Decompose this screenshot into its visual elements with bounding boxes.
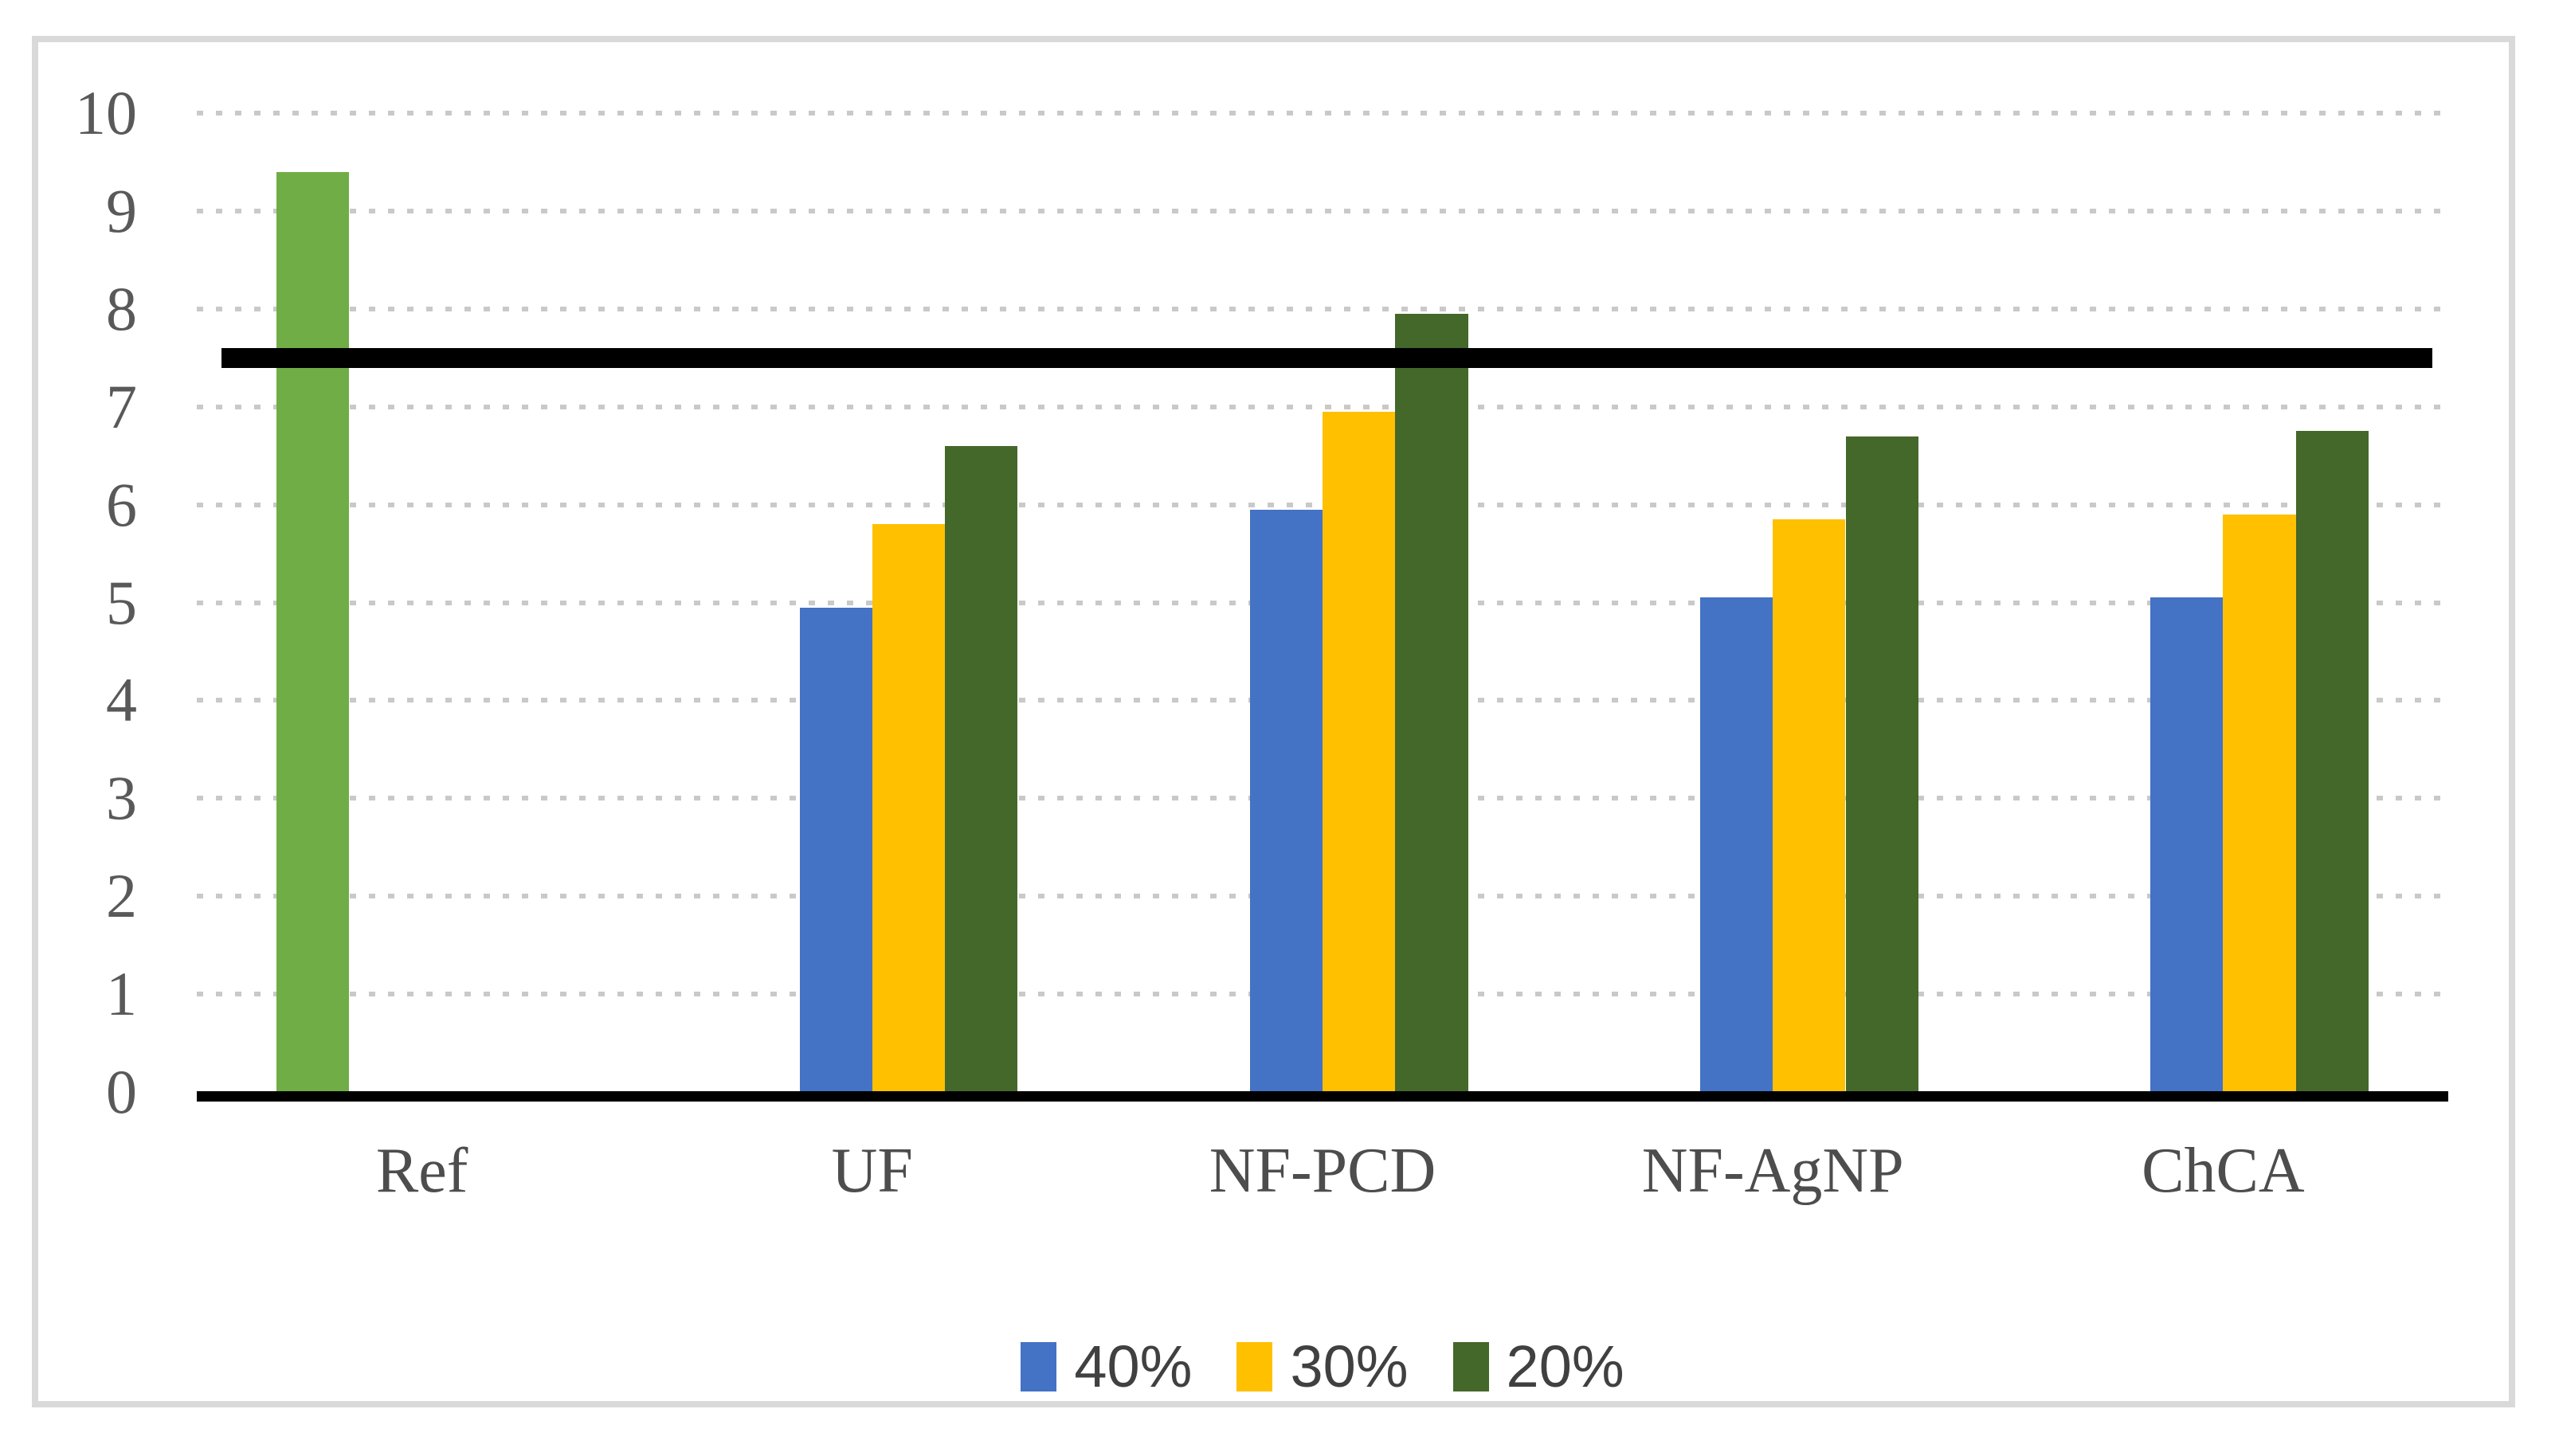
legend-swatch-icon [1452, 1342, 1489, 1391]
bar-30pct-ChCA [2223, 514, 2296, 1092]
y-axis-tick-label: 0 [106, 1057, 137, 1126]
bar-Ref-Ref [276, 171, 350, 1092]
legend-label: 20% [1506, 1333, 1624, 1399]
gridline [197, 404, 2448, 409]
bar-20pct-NF-AgNP [1845, 436, 1918, 1092]
legend-label: 40% [1074, 1333, 1193, 1399]
y-axis-tick-label: 6 [106, 469, 137, 539]
y-axis-tick-label: 7 [106, 371, 137, 441]
gridline [197, 208, 2448, 213]
y-axis-tick-label: 4 [106, 665, 137, 735]
bar-30pct-UF [872, 524, 946, 1092]
chart-legend: 40% 30% 20% [197, 1329, 2448, 1405]
bar-30pct-NF-PCD [1323, 411, 1396, 1092]
legend-item-30pct: 30% [1236, 1333, 1409, 1399]
y-axis-tick-label: 10 [75, 78, 137, 147]
x-axis-category-label: ChCA [2142, 1136, 2305, 1206]
y-axis-tick-label: 8 [106, 273, 137, 343]
threshold-line [221, 347, 2432, 368]
bar-40pct-UF [799, 607, 872, 1092]
y-axis-tick-label: 2 [106, 861, 137, 931]
y-axis-tick-label: 3 [106, 763, 137, 833]
legend-swatch-icon [1236, 1342, 1273, 1391]
bar-40pct-NF-AgNP [1699, 597, 1773, 1092]
y-axis-tick-label: 1 [106, 959, 137, 1029]
bar-30pct-NF-AgNP [1773, 519, 1846, 1092]
y-axis-tick-label: 9 [106, 175, 137, 245]
bar-20pct-NF-PCD [1395, 313, 1468, 1092]
x-axis-category-label: UF [831, 1136, 913, 1206]
x-axis-category-label: NF-AgNP [1641, 1136, 1904, 1206]
legend-item-20pct: 20% [1452, 1333, 1624, 1399]
bar-40pct-NF-PCD [1249, 509, 1323, 1092]
x-axis-line [197, 1091, 2448, 1102]
gridline [197, 111, 2448, 115]
gridline [197, 306, 2448, 311]
bar-40pct-ChCA [2150, 597, 2224, 1092]
x-axis-category-label: NF-PCD [1209, 1136, 1436, 1206]
bar-20pct-ChCA [2295, 431, 2369, 1092]
bar-20pct-UF [945, 445, 1018, 1092]
legend-item-40pct: 40% [1021, 1337, 1192, 1396]
x-axis-category-label: Ref [375, 1136, 468, 1206]
legend-label: 30% [1290, 1333, 1409, 1399]
legend-swatch-icon [1021, 1342, 1057, 1391]
y-axis-tick-label: 5 [106, 567, 137, 637]
